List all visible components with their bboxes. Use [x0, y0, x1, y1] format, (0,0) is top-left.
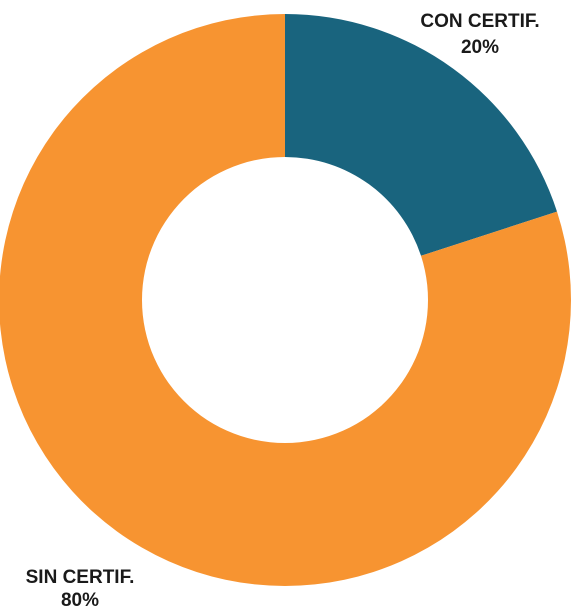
- slice-sin-certif: [0, 14, 571, 586]
- slice-con-certif: [285, 14, 558, 256]
- donut-slices: [0, 14, 571, 586]
- value-con-certif: 20%: [461, 37, 499, 58]
- label-sin-certif: SIN CERTIF.: [26, 567, 135, 588]
- label-con-certif: CON CERTIF.: [420, 11, 539, 32]
- value-sin-certif: 80%: [61, 590, 99, 610]
- slice-labels: CON CERTIF. 20% SIN CERTIF. 80%: [26, 11, 540, 610]
